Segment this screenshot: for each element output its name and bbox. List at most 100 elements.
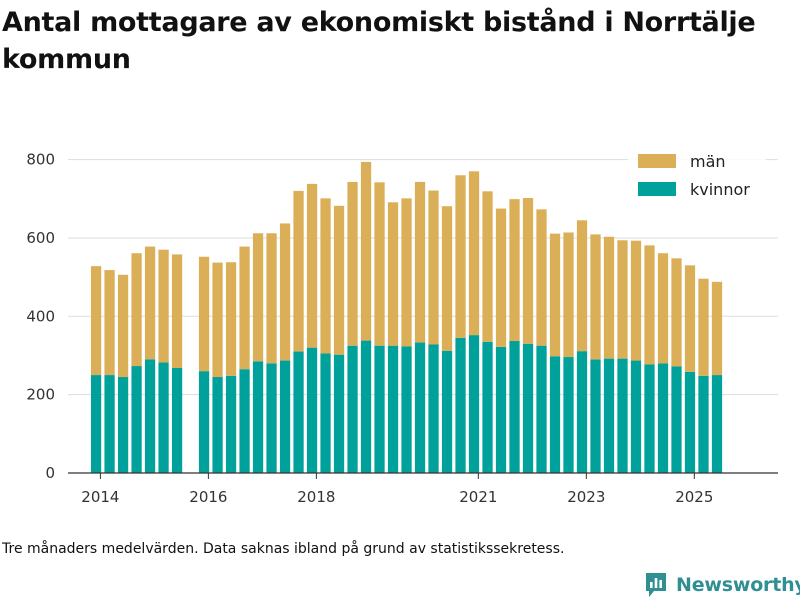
bar-kvinnor-8 [171,368,183,473]
bar-man-29 [455,175,466,338]
bar-man-48 [711,281,723,376]
bar-kvinnor-26 [414,342,426,473]
bar-man-30 [468,171,480,336]
bar-kvinnor-32 [495,346,507,473]
bar-kvinnor-39 [590,359,601,473]
bar-man-8 [171,254,183,369]
bar-kvinnor-33 [509,340,520,473]
bar-man-6 [144,246,156,360]
bar-kvinnor-31 [482,341,493,473]
bar-kvinnor-37 [563,357,574,473]
bars [90,161,723,473]
y-tick-label-0: 0 [45,464,55,482]
bar-man-33 [509,199,520,341]
y-tick-label-600: 600 [26,229,55,247]
bar-man-21 [347,181,358,346]
bar-kvinnor-10 [198,371,210,473]
bar-kvinnor-19 [320,353,331,473]
bar-kvinnor-38 [576,351,588,473]
bar-man-34 [522,197,534,344]
bar-kvinnor-22 [360,340,372,473]
bar-man-44 [657,253,669,364]
x-tick-label-2025: 2025 [675,488,713,506]
bar-kvinnor-12 [225,375,237,473]
bar-kvinnor-16 [279,360,291,473]
bar-man-14 [252,233,264,362]
x-tick-label-2016: 2016 [189,488,227,506]
bar-kvinnor-44 [657,363,669,473]
bar-kvinnor-47 [698,375,709,473]
legend-swatch-men [638,154,676,168]
bar-kvinnor-13 [239,369,250,473]
y-tick-label-400: 400 [26,307,55,325]
bar-man-47 [698,278,709,376]
bar-kvinnor-25 [401,346,412,473]
bar-kvinnor-28 [441,350,453,473]
bar-kvinnor-42 [630,360,642,473]
bar-man-16 [279,223,291,361]
bar-man-24 [387,202,399,346]
x-tick-label-2018: 2018 [297,488,335,506]
x-tick-label-2021: 2021 [459,488,497,506]
caption: Tre månaders medelvärden. Data saknas ib… [2,541,565,557]
bar-kvinnor-40 [603,358,615,473]
bar-kvinnor-5 [131,366,142,473]
bar-kvinnor-48 [711,375,723,473]
bar-man-40 [603,236,615,359]
bar-kvinnor-30 [468,335,480,473]
bar-man-18 [306,183,318,348]
bar-man-37 [563,232,574,358]
bar-man-22 [360,161,372,341]
legend-swatch-women [638,182,676,196]
y-tick-label-800: 800 [26,151,55,169]
y-tick-label-200: 200 [26,386,55,404]
bar-man-19 [320,198,331,354]
bar-man-45 [671,258,682,367]
x-tick-label-2023: 2023 [567,488,605,506]
legend-label-women: kvinnor [690,180,750,199]
bar-man-41 [617,240,628,359]
bar-kvinnor-41 [617,358,628,473]
bar-kvinnor-2 [90,375,102,473]
bar-kvinnor-4 [117,377,129,473]
bar-kvinnor-11 [212,377,223,473]
bar-kvinnor-14 [252,361,264,473]
bar-kvinnor-43 [644,364,655,473]
bar-man-39 [590,234,601,360]
bar-kvinnor-23 [374,345,385,473]
bar-man-17 [293,190,304,352]
bar-man-10 [198,256,210,372]
bar-man-5 [131,253,142,367]
brand-name: Newsworthy [676,574,800,596]
bar-kvinnor-20 [333,354,345,473]
bar-kvinnor-36 [549,356,561,473]
bar-man-25 [401,198,412,347]
bar-man-20 [333,205,345,355]
bar-man-36 [549,233,561,357]
legend: män kvinnor [628,148,766,206]
bar-man-4 [117,274,129,378]
chart-title: Antal mottagare av ekonomiskt bistånd i … [2,7,756,75]
bar-man-12 [225,262,237,376]
bar-man-7 [158,249,169,363]
bar-man-2 [90,266,102,376]
bar-man-35 [536,209,547,346]
bar-kvinnor-21 [347,345,358,473]
legend-label-men: män [690,152,726,171]
x-axis-ticks: 2014 2016 2018 2021 2023 2025 [81,473,713,506]
bar-kvinnor-46 [684,371,696,473]
bar-man-28 [441,206,453,351]
bar-kvinnor-17 [293,351,304,473]
bar-man-15 [266,233,277,364]
brand-logo[interactable]: Newsworthy [644,570,800,600]
bar-man-11 [212,262,223,378]
bar-kvinnor-3 [104,375,115,473]
bar-kvinnor-7 [158,362,169,473]
bar-kvinnor-6 [144,359,156,473]
bar-kvinnor-24 [387,345,399,473]
bar-man-23 [374,182,385,346]
bar-man-13 [239,246,250,370]
bar-man-27 [428,190,439,345]
bar-kvinnor-45 [671,366,682,473]
bar-kvinnor-18 [306,347,318,473]
